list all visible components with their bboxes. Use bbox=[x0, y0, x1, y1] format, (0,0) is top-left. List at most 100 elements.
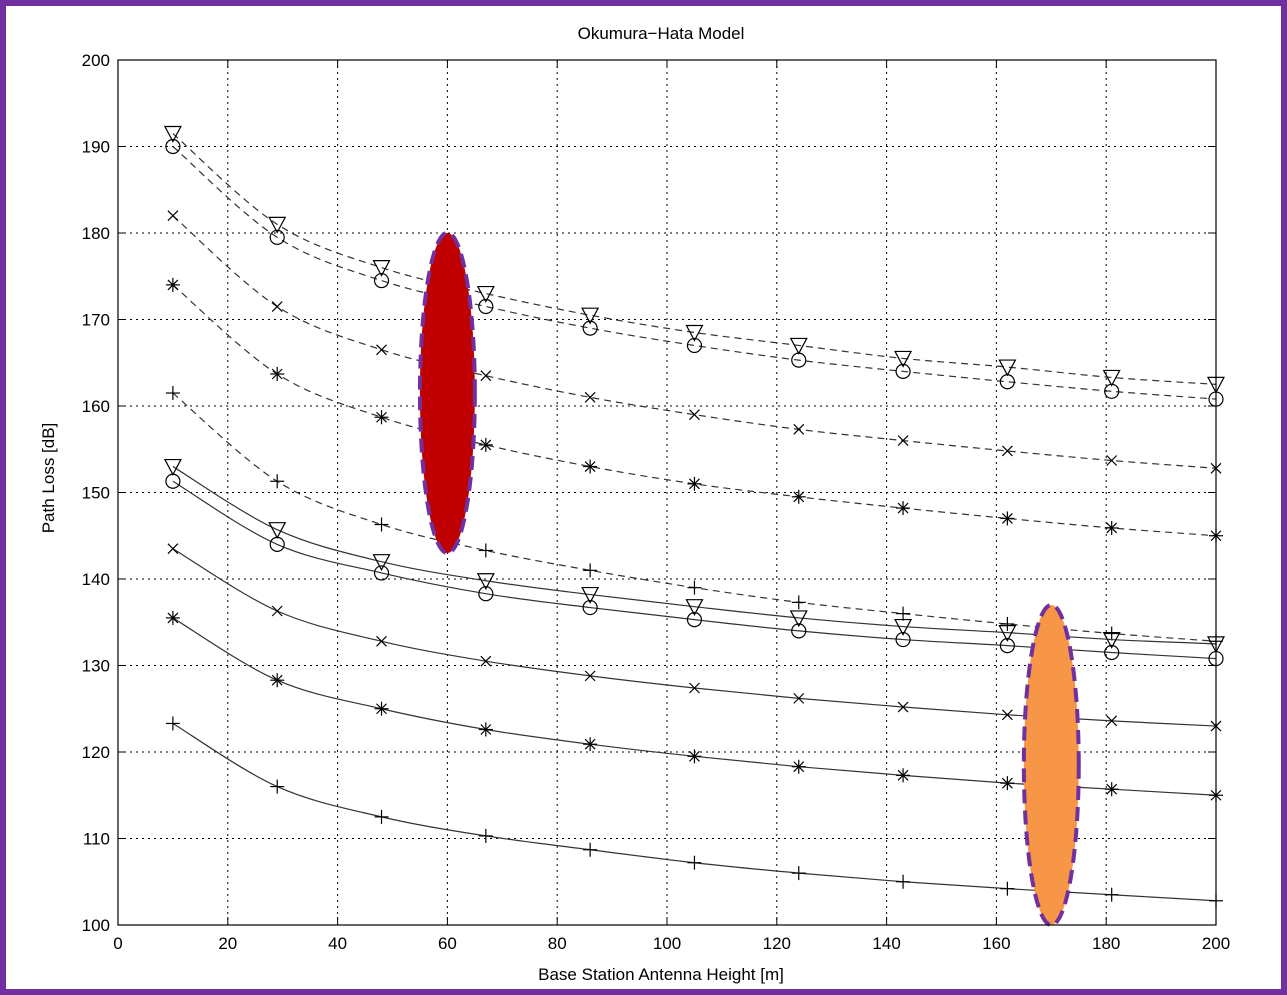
data-point bbox=[268, 522, 287, 539]
data-point bbox=[1102, 631, 1121, 649]
data-point bbox=[584, 670, 596, 682]
data-point bbox=[165, 473, 181, 489]
x-marker-b bbox=[1001, 445, 1013, 457]
circle-marker bbox=[895, 631, 911, 648]
data-point bbox=[581, 586, 600, 604]
x-tick-label: 140 bbox=[872, 934, 900, 953]
x-marker-b bbox=[793, 423, 805, 435]
triangle-marker bbox=[789, 610, 808, 628]
data-point bbox=[268, 216, 287, 234]
y-tick-label: 110 bbox=[83, 830, 110, 849]
triangle-marker bbox=[372, 260, 391, 277]
data-point bbox=[1104, 626, 1119, 641]
data-point bbox=[478, 586, 494, 602]
series-line bbox=[172, 146, 1217, 400]
data-point bbox=[1000, 881, 1015, 896]
data-point bbox=[687, 580, 702, 595]
grid bbox=[118, 60, 1216, 925]
star-marker-d2 bbox=[897, 769, 909, 781]
circle-marker bbox=[1104, 644, 1120, 661]
data-point bbox=[271, 301, 283, 312]
x-tick-label: 60 bbox=[438, 934, 457, 953]
data-point bbox=[791, 866, 806, 881]
data-point bbox=[374, 517, 389, 532]
data-point bbox=[373, 272, 390, 289]
data-point bbox=[791, 352, 807, 368]
data-point bbox=[1104, 520, 1119, 535]
triangle-marker bbox=[268, 522, 287, 539]
data-point bbox=[894, 618, 913, 636]
star-marker-d2 bbox=[167, 279, 179, 291]
y-tick-label: 130 bbox=[82, 657, 110, 676]
star-marker-d2 bbox=[1106, 783, 1118, 795]
data-point bbox=[1000, 511, 1015, 526]
series-4 bbox=[165, 277, 1223, 543]
data-point bbox=[476, 573, 495, 591]
data-point bbox=[685, 599, 704, 616]
y-tick-label: 200 bbox=[82, 51, 110, 70]
series-line bbox=[172, 392, 1217, 642]
y-tick-label: 180 bbox=[82, 224, 110, 243]
x-tick-label: 0 bbox=[113, 934, 122, 953]
circle-marker bbox=[269, 229, 285, 245]
triangle-marker bbox=[372, 554, 391, 571]
data-point bbox=[896, 874, 911, 889]
x-tick-label: 180 bbox=[1092, 934, 1120, 953]
data-point bbox=[165, 386, 180, 401]
data-point bbox=[1104, 887, 1119, 902]
circle-marker bbox=[999, 638, 1015, 654]
series-line bbox=[172, 284, 1217, 537]
highlight-ellipse-1 bbox=[417, 231, 477, 556]
circle-marker bbox=[478, 298, 494, 315]
data-point bbox=[998, 625, 1017, 642]
data-point bbox=[894, 350, 913, 368]
x-marker-b bbox=[480, 370, 492, 382]
data-point bbox=[1106, 455, 1118, 466]
x-tick-label: 120 bbox=[763, 934, 791, 953]
data-point bbox=[896, 768, 911, 783]
x-marker-b bbox=[689, 409, 700, 421]
data-point bbox=[791, 595, 806, 610]
data-point bbox=[163, 125, 182, 143]
triangle-marker bbox=[581, 307, 600, 325]
data-point bbox=[372, 260, 391, 277]
x-marker-b bbox=[793, 692, 805, 704]
circle-marker bbox=[582, 320, 598, 336]
data-point bbox=[270, 779, 285, 794]
circle-marker bbox=[165, 473, 181, 489]
data-point bbox=[1000, 616, 1015, 631]
data-point bbox=[583, 459, 598, 474]
star-marker-d2 bbox=[376, 411, 387, 423]
data-point bbox=[476, 285, 495, 303]
triangle-marker bbox=[998, 359, 1017, 377]
triangle-marker bbox=[163, 458, 182, 476]
circle-marker bbox=[582, 599, 598, 616]
star-marker-d2 bbox=[793, 761, 805, 773]
star-marker-d2 bbox=[271, 368, 283, 380]
x-marker-b bbox=[376, 635, 387, 647]
data-point bbox=[269, 229, 285, 245]
data-point bbox=[1102, 369, 1121, 387]
circle-marker bbox=[791, 352, 807, 368]
y-tick-label: 160 bbox=[82, 397, 110, 416]
star-marker-d2 bbox=[1001, 513, 1013, 524]
x-marker-b bbox=[376, 344, 387, 356]
circle-marker bbox=[165, 138, 181, 155]
data-point bbox=[689, 409, 700, 421]
x-marker-b bbox=[271, 301, 283, 312]
circle-marker bbox=[478, 586, 494, 602]
x-marker-b bbox=[480, 655, 492, 667]
data-point bbox=[895, 363, 911, 379]
x-tick-label: 20 bbox=[218, 934, 237, 953]
data-point bbox=[897, 701, 909, 713]
data-point bbox=[687, 749, 702, 764]
star-marker-d2 bbox=[793, 491, 805, 503]
data-point bbox=[689, 682, 700, 694]
data-point bbox=[271, 605, 283, 617]
highlight-ellipse-2 bbox=[1021, 602, 1081, 927]
data-point bbox=[583, 842, 598, 857]
data-point bbox=[791, 623, 807, 639]
annotation-layer bbox=[417, 231, 1081, 927]
data-point bbox=[584, 391, 596, 403]
triangle-marker bbox=[1102, 369, 1121, 387]
